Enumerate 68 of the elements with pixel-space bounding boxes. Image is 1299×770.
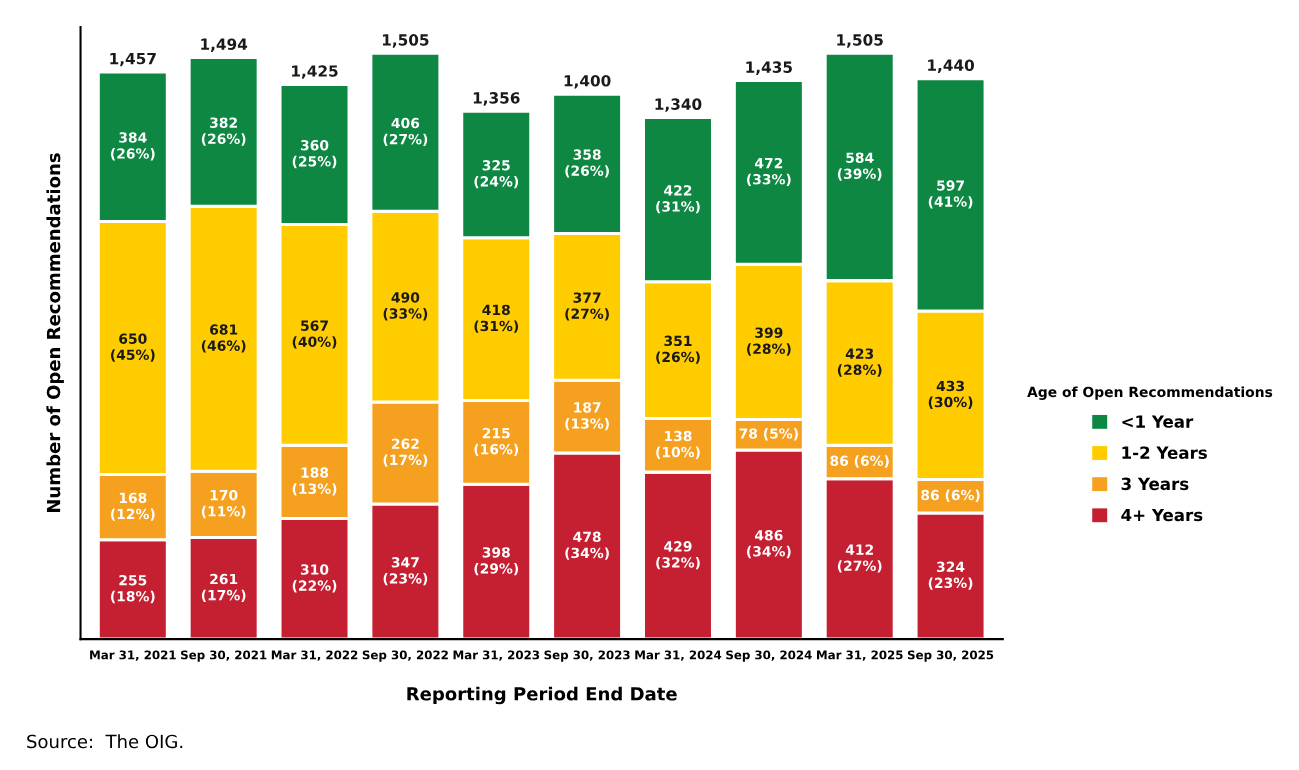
- data-label: 681 (46%): [201, 324, 246, 353]
- x-tick-label: Sep 30, 2022: [362, 650, 448, 662]
- data-label: 168 (12%): [111, 492, 155, 521]
- data-label: 429 (32%): [656, 541, 700, 570]
- x-tick-label: Mar 31, 2023: [453, 650, 540, 661]
- data-label: 412 (27%): [837, 544, 882, 573]
- data-label: 382 (26%): [201, 117, 246, 146]
- legend-label: 3 Years: [1121, 477, 1189, 491]
- data-label: 86 (6%): [921, 489, 980, 502]
- data-label: 567 (40%): [292, 320, 337, 349]
- data-label: 261 (17%): [201, 573, 246, 603]
- data-label: 486 (34%): [747, 530, 791, 559]
- legend-label: 1-2 Years: [1122, 446, 1207, 459]
- data-label: 478 (34%): [565, 531, 609, 560]
- x-tick-label: Sep 30, 2025: [907, 650, 994, 662]
- total-label: 1,435: [746, 61, 792, 75]
- total-label: 1,457: [110, 53, 156, 67]
- y-axis-title: Number of Open Recommendations: [46, 153, 64, 512]
- data-label: 255 (18%): [111, 574, 155, 604]
- data-label: 358 (26%): [565, 149, 609, 178]
- x-tick-label: Mar 31, 2021: [90, 650, 176, 661]
- data-label: 584 (39%): [837, 152, 882, 181]
- data-label: 187 (13%): [565, 402, 609, 431]
- total-label: 1,400: [564, 74, 611, 89]
- data-label: 597 (41%): [928, 180, 973, 209]
- data-label: 188 (13%): [292, 467, 337, 496]
- total-label: 1,356: [473, 92, 520, 106]
- data-label: 490 (33%): [383, 292, 428, 321]
- data-label: 170 (11%): [201, 489, 246, 519]
- data-label: 78 (5%): [739, 428, 798, 441]
- x-tick-label: Mar 31, 2025: [817, 650, 903, 661]
- data-label: 325 (24%): [474, 160, 519, 189]
- data-label: 347 (23%): [383, 557, 428, 586]
- data-label: 324 (23%): [928, 561, 973, 590]
- data-label: 418 (31%): [474, 304, 519, 333]
- legend-label: <1 Year: [1122, 415, 1194, 428]
- data-label: 310 (22%): [292, 564, 337, 593]
- data-label: 262 (17%): [383, 438, 428, 467]
- total-label: 1,440: [928, 59, 974, 73]
- total-label: 1,340: [655, 98, 702, 112]
- data-label: 351 (26%): [656, 335, 700, 364]
- data-label: 377 (27%): [565, 292, 609, 321]
- data-label: 423 (28%): [837, 348, 882, 377]
- data-label: 399 (28%): [747, 327, 791, 356]
- data-label: 433 (30%): [928, 380, 973, 409]
- x-tick-label: Sep 30, 2021: [181, 650, 267, 662]
- data-label: 86 (6%): [830, 455, 889, 468]
- data-label: 138 (10%): [656, 430, 700, 459]
- x-axis-title: Reporting Period End Date: [407, 686, 677, 705]
- x-tick-label: Sep 30, 2023: [544, 650, 630, 662]
- total-label: 1,494: [201, 38, 248, 52]
- legend-title: Age of Open Recommendations: [1027, 386, 1273, 400]
- data-label: 384 (26%): [111, 132, 155, 161]
- data-label: 472 (33%): [747, 157, 791, 187]
- data-label: 215 (16%): [474, 427, 519, 457]
- legend-label: 4+ Years: [1121, 508, 1203, 522]
- data-label: 422 (31%): [656, 185, 700, 214]
- total-label: 1,505: [382, 34, 429, 48]
- total-label: 1,425: [292, 65, 338, 79]
- x-tick-label: Sep 30, 2024: [726, 650, 812, 662]
- x-tick-label: Mar 31, 2024: [635, 650, 722, 661]
- data-label: 398 (29%): [474, 547, 519, 576]
- data-label: 406 (27%): [383, 117, 428, 147]
- data-label: 650 (45%): [111, 333, 155, 362]
- x-tick-label: Mar 31, 2022: [271, 650, 358, 661]
- data-label: 360 (25%): [292, 139, 337, 169]
- total-label: 1,505: [837, 34, 883, 48]
- source-note: Source: The OIG.: [27, 734, 183, 749]
